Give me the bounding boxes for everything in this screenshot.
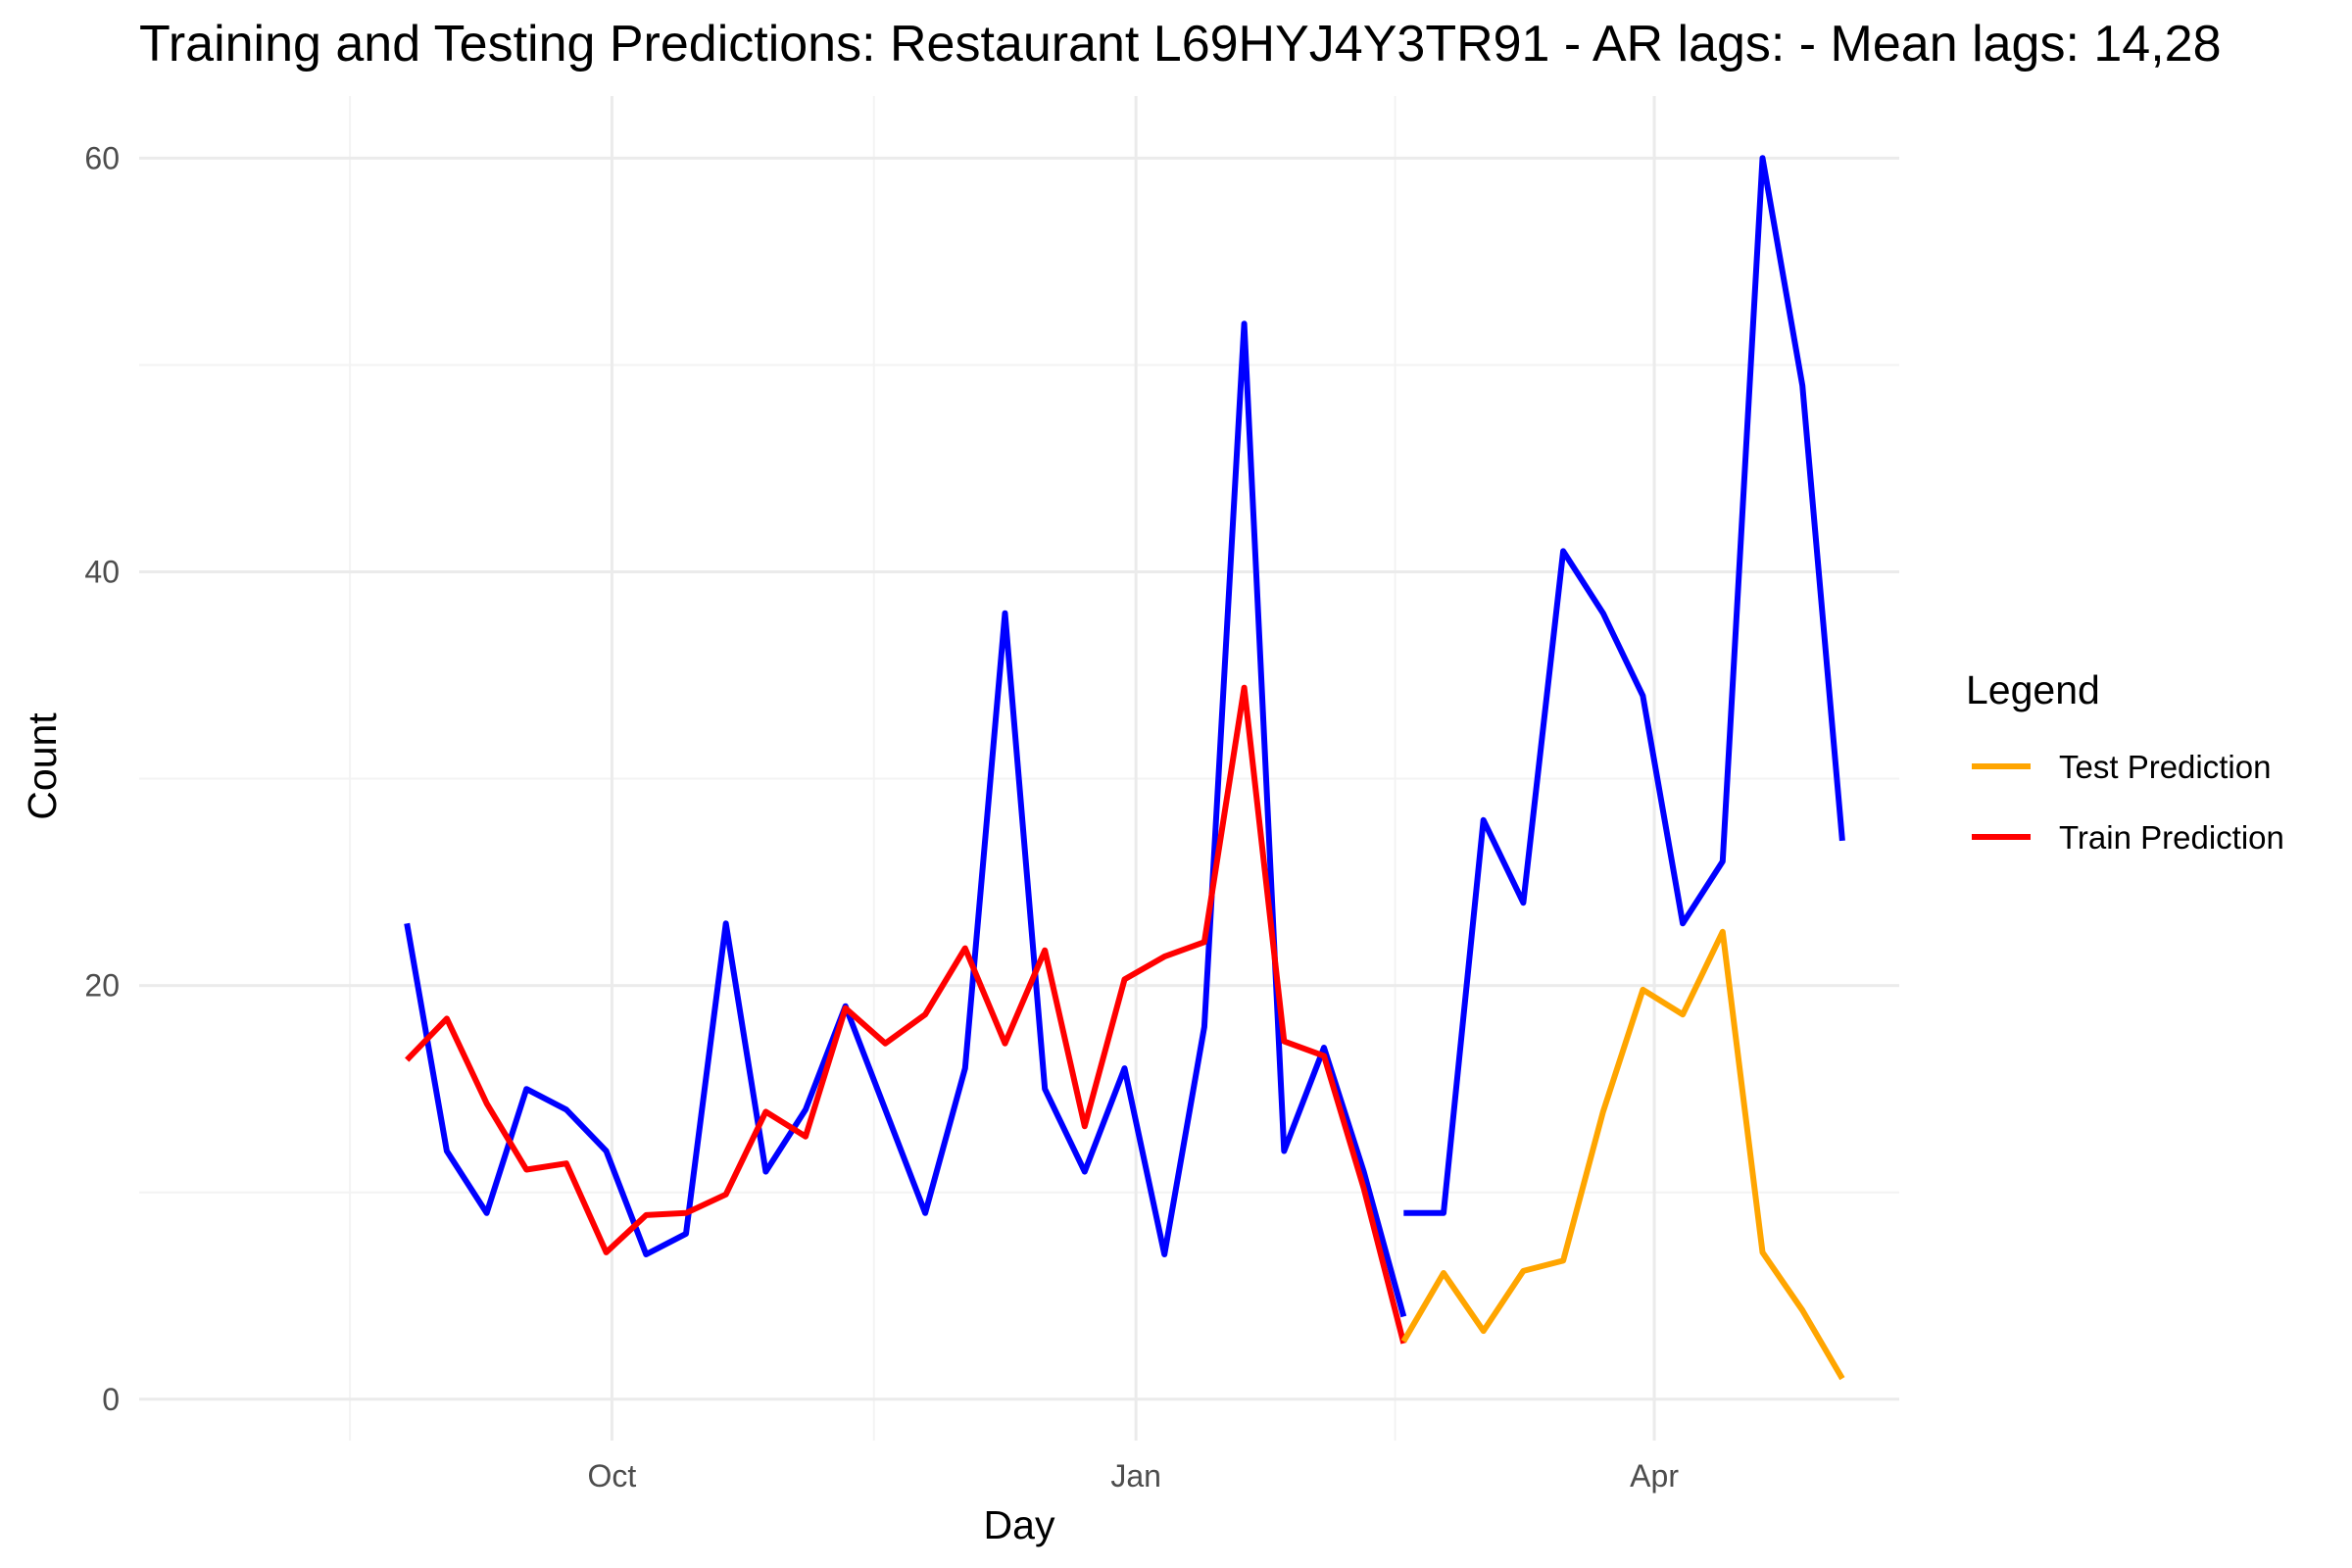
series-line-train	[405, 684, 1407, 1345]
x-tick-label: Oct	[588, 1458, 637, 1494]
series-line-actual	[404, 320, 1407, 1318]
x-axis-ticks: Oct Jan Apr	[588, 1458, 1680, 1494]
x-tick-label: Apr	[1630, 1458, 1679, 1494]
x-tick-label: Jan	[1110, 1458, 1161, 1494]
series-line-test	[1400, 928, 1845, 1381]
x-axis-title: Day	[984, 1502, 1055, 1547]
y-tick-label: 20	[84, 968, 120, 1004]
legend-label: Test Prediction	[2059, 749, 2271, 785]
legend: Legend Test Prediction Train Prediction	[1966, 667, 2284, 856]
y-tick-label: 0	[102, 1382, 120, 1417]
y-axis-ticks: 0 20 40 60	[84, 140, 120, 1416]
y-tick-label: 40	[84, 554, 120, 589]
legend-label: Train Prediction	[2059, 819, 2284, 856]
y-axis-title: Count	[20, 712, 65, 820]
plot-lines	[404, 155, 1845, 1381]
series-line-actual	[1403, 155, 1845, 1216]
y-tick-label: 60	[84, 140, 120, 175]
legend-title: Legend	[1966, 667, 2100, 712]
chart-title: Training and Testing Predictions: Restau…	[139, 16, 2221, 73]
